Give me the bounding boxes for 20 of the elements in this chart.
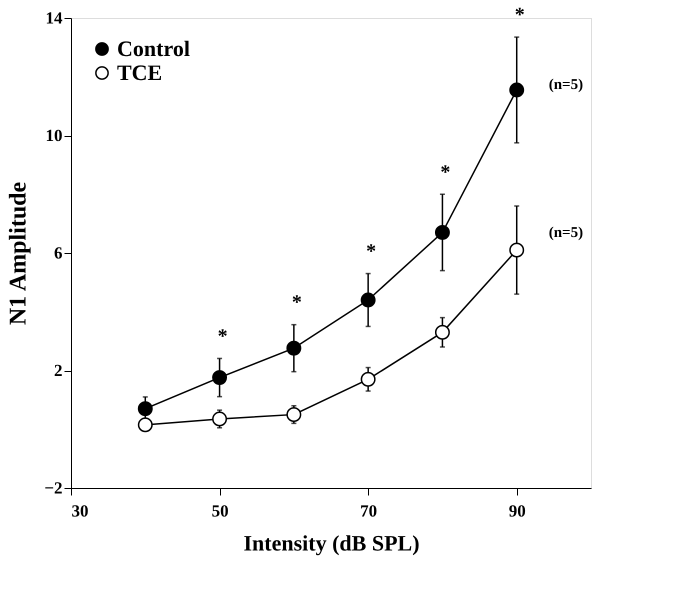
- legend-label: TCE: [117, 60, 162, 85]
- legend-label: Control: [117, 36, 190, 61]
- annotation: (n=5): [548, 76, 584, 93]
- y-tick-label: 2: [54, 361, 62, 380]
- x-axis-title: Intensity (dB SPL): [243, 530, 420, 556]
- annotation: *: [292, 292, 302, 314]
- y-tick-label: 14: [46, 8, 63, 28]
- x-tick-label: 70: [360, 502, 378, 520]
- y-axis-title: N1 Amplitude: [5, 181, 32, 326]
- x-tick-label: 50: [212, 502, 229, 520]
- annotation: (n=5): [548, 225, 584, 242]
- annotation: *: [514, 4, 525, 26]
- annotation: *: [440, 161, 450, 184]
- annotation: *: [218, 325, 228, 348]
- y-tick-label: 10: [46, 126, 62, 145]
- x-tick-label: 30: [72, 502, 88, 520]
- annotation: *: [366, 240, 376, 263]
- x-tick-label: 90: [508, 502, 526, 520]
- y-tick-label: −2: [44, 478, 62, 498]
- y-tick-label: 6: [54, 244, 62, 262]
